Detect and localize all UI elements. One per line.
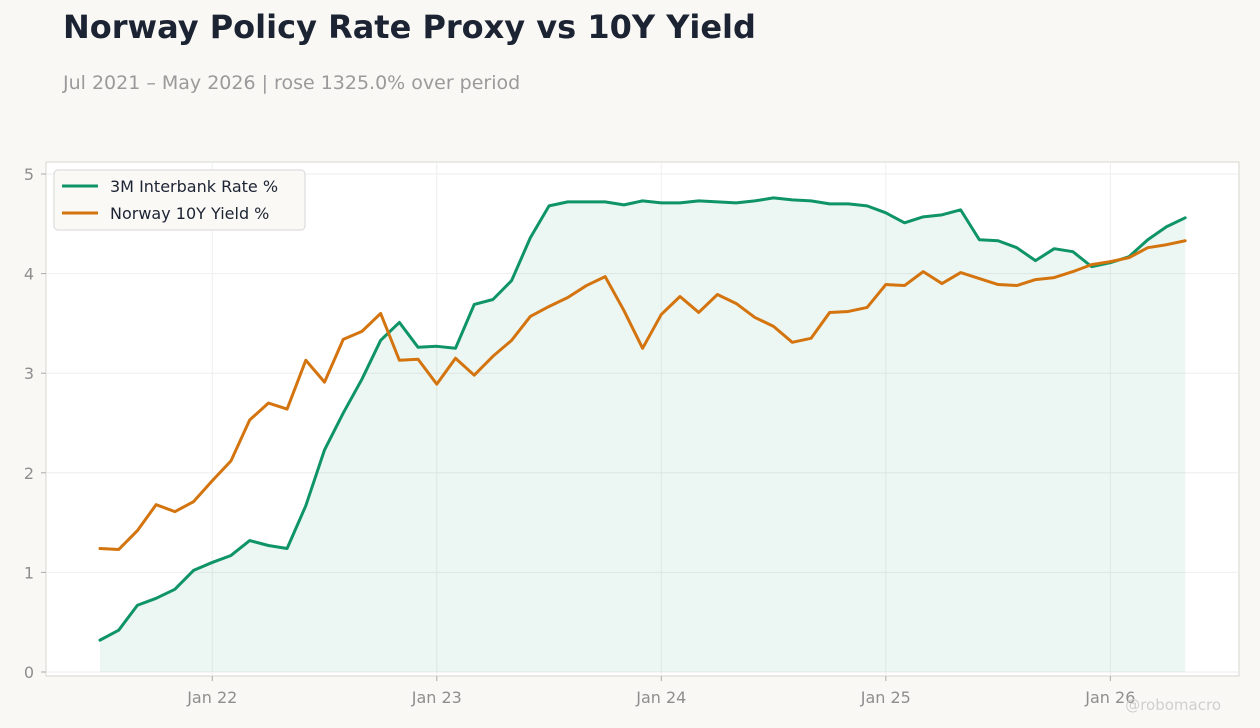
series-line-2 bbox=[98, 239, 1187, 551]
x-tick-label: Jan 24 bbox=[635, 688, 686, 707]
plot-area bbox=[45, 161, 1240, 677]
y-axis: 0 1 2 3 4 5 bbox=[24, 165, 46, 682]
gridlines bbox=[46, 162, 1239, 676]
x-axis: Jan 22 Jan 23 Jan 24 Jan 25 Jan 26 bbox=[186, 676, 1135, 707]
y-tick-label: 1 bbox=[24, 563, 34, 582]
y-tick-label: 2 bbox=[24, 464, 34, 483]
x-tick-label: Jan 25 bbox=[860, 688, 911, 707]
y-tick-label: 5 bbox=[24, 165, 34, 184]
x-tick-label: Jan 26 bbox=[1084, 688, 1135, 707]
legend-label: 3M Interbank Rate % bbox=[110, 177, 278, 196]
y-tick-label: 3 bbox=[24, 364, 34, 383]
legend-label: Norway 10Y Yield % bbox=[110, 204, 269, 223]
x-tick-label: Jan 22 bbox=[186, 688, 237, 707]
chart-subtitle: Jul 2021 – May 2026 | rose 1325.0% over … bbox=[63, 72, 521, 94]
chart-title: Norway Policy Rate Proxy vs 10Y Yield bbox=[63, 8, 756, 46]
watermark: @robomacro bbox=[1125, 696, 1221, 714]
y-tick-label: 0 bbox=[24, 663, 34, 682]
series-line-1 bbox=[98, 196, 1187, 642]
series-lines bbox=[98, 196, 1187, 642]
area-fill-3m-interbank bbox=[100, 197, 1186, 673]
y-tick-label: 4 bbox=[24, 265, 34, 284]
legend: 3M Interbank Rate % Norway 10Y Yield % bbox=[53, 169, 306, 231]
legend-box bbox=[53, 169, 306, 231]
x-tick-label: Jan 23 bbox=[411, 688, 462, 707]
